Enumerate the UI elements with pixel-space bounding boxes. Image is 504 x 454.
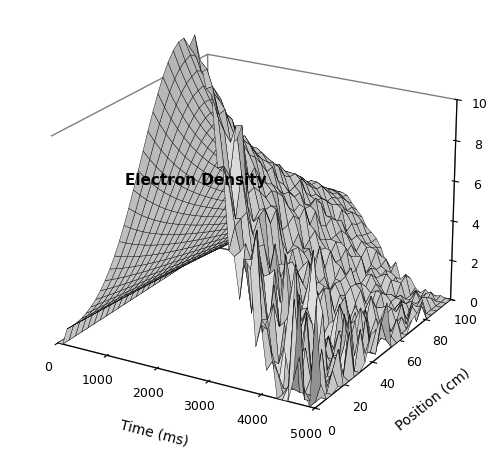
Y-axis label: Position (cm): Position (cm) — [394, 365, 473, 433]
Text: Electron Density: Electron Density — [125, 173, 267, 188]
X-axis label: Time (ms): Time (ms) — [118, 418, 190, 449]
